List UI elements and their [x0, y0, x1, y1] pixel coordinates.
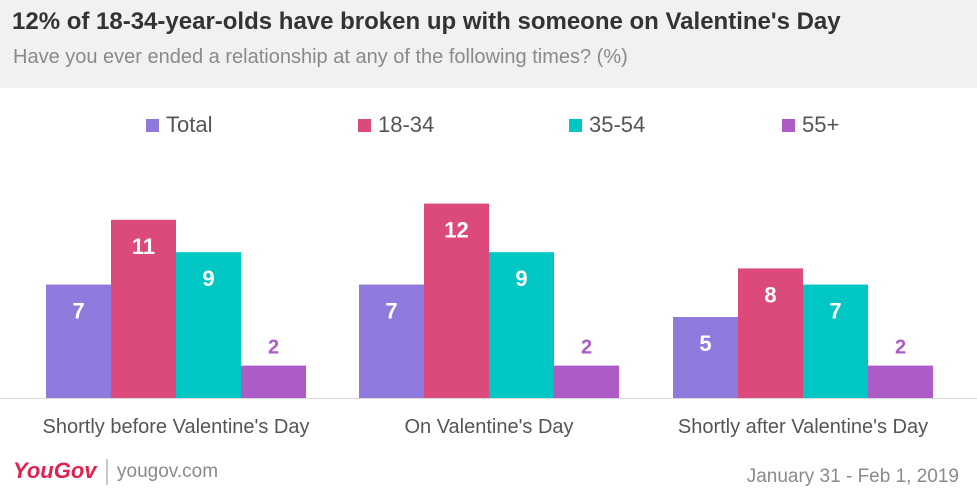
category-label-2: Shortly after Valentine's Day: [678, 416, 928, 438]
bar-55plus-2: [868, 365, 933, 398]
value-label-total-1: 7: [385, 299, 397, 324]
value-label-18-34-2: 8: [764, 282, 776, 307]
bar-18-34-2: [738, 268, 803, 398]
value-label-18-34-0: 11: [132, 234, 155, 259]
legend-item-18-34: 18-34: [358, 112, 434, 138]
legend-swatch-total: [146, 118, 159, 132]
bar-18-34-1: [424, 203, 489, 398]
bar-35-54-2: [803, 284, 868, 398]
value-label-35-54-1: 9: [515, 266, 527, 291]
bar-55plus-0: [241, 365, 306, 398]
bar-18-34-0: [111, 219, 176, 398]
legend-swatch-18-34: [358, 118, 371, 132]
legend-item-35-54: 35-54: [569, 112, 645, 138]
header-band: 12% of 18-34-year-olds have broken up wi…: [0, 0, 977, 88]
category-label-0: Shortly before Valentine's Day: [43, 416, 310, 438]
chart-subtitle: Have you ever ended a relationship at an…: [13, 46, 628, 68]
legend-swatch-55plus: [782, 118, 795, 132]
value-label-55plus-1: 2: [581, 337, 592, 359]
value-label-55plus-0: 2: [268, 337, 279, 359]
category-label-1: On Valentine's Day: [404, 416, 573, 438]
yougov-logo: YouGov: [13, 458, 97, 483]
legend-item-total: Total: [146, 112, 212, 138]
value-label-35-54-2: 7: [829, 299, 841, 324]
value-label-35-54-0: 9: [202, 266, 214, 291]
footer-divider: [106, 459, 108, 485]
legend-item-55plus: 55+: [782, 112, 839, 138]
footer-date: January 31 - Feb 1, 2019: [746, 466, 959, 487]
bar-55plus-1: [554, 365, 619, 398]
value-label-55plus-2: 2: [895, 337, 906, 359]
legend-label-total: Total: [166, 112, 213, 137]
legend-swatch-35-54: [569, 118, 582, 132]
bar-total-1: [359, 284, 424, 398]
legend-label-18-34: 18-34: [378, 112, 435, 137]
bar-35-54-1: [489, 252, 554, 398]
value-label-total-2: 5: [699, 331, 711, 356]
chart-title: 12% of 18-34-year-olds have broken up wi…: [12, 8, 841, 35]
value-label-total-0: 7: [72, 299, 84, 324]
legend-label-35-54: 35-54: [589, 112, 646, 137]
legend-label-55plus: 55+: [802, 112, 840, 137]
bar-total-0: [46, 284, 111, 398]
bar-35-54-0: [176, 252, 241, 398]
footer-url[interactable]: yougov.com: [117, 461, 219, 482]
bar-total-2: [673, 317, 738, 398]
value-label-18-34-1: 12: [444, 218, 468, 243]
